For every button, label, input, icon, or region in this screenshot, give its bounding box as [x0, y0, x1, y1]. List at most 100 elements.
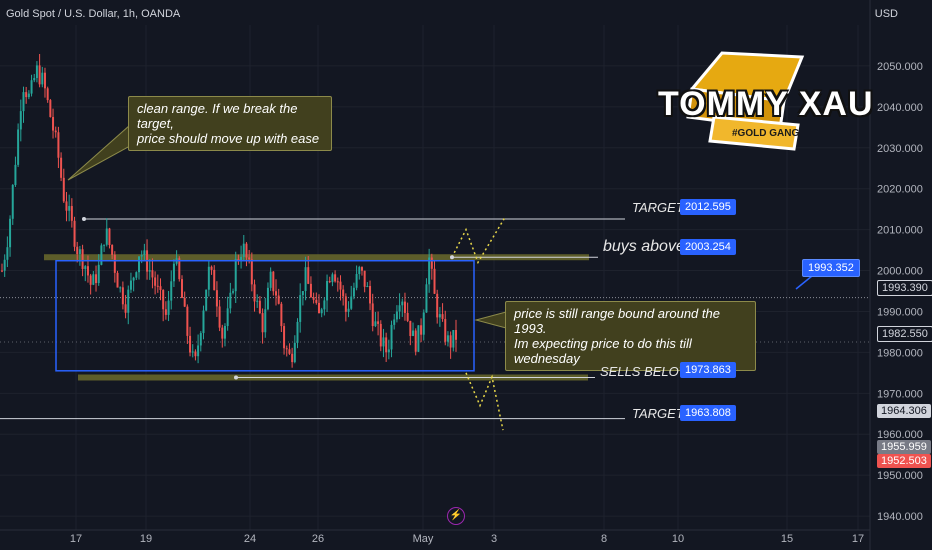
lightning-icon[interactable]: ⚡: [447, 507, 465, 525]
candle-body: [229, 292, 232, 309]
candle-body: [398, 305, 401, 312]
candle-body: [164, 309, 167, 315]
candle-body: [100, 245, 103, 265]
candle-body: [6, 247, 9, 260]
candle-body: [148, 270, 151, 272]
sells-below-label: SELLS BELOW: [600, 364, 692, 379]
candle-body: [116, 272, 119, 288]
candle-body: [387, 349, 390, 353]
candle-body: [317, 302, 320, 314]
candle-body: [438, 314, 441, 318]
buys-above-tag[interactable]: 2003.254: [680, 239, 736, 255]
range-box: [55, 259, 475, 372]
candle-body: [54, 130, 57, 133]
candle-body: [207, 266, 210, 290]
candle-body: [326, 281, 329, 301]
candle-body: [14, 164, 17, 185]
candle-body: [223, 326, 226, 339]
candle-body: [433, 268, 436, 294]
target-up-tag[interactable]: 2012.595: [680, 199, 736, 215]
sells-below-tag[interactable]: 1973.863: [680, 362, 736, 378]
brand-logo: TOMMY XAU #GOLD GANG: [652, 45, 873, 157]
candle-body: [248, 257, 251, 260]
logo-tagline: #GOLD GANG: [732, 128, 800, 139]
candle-body: [403, 301, 406, 313]
candle-body: [307, 267, 310, 284]
candle-body: [33, 78, 36, 81]
x-axis: 17 19 24 26 May 3 8 10 15 17: [0, 529, 870, 545]
callout-top[interactable]: clean range. If we break the target, pri…: [128, 96, 332, 151]
candle-body: [425, 284, 428, 313]
candle-body: [84, 266, 87, 269]
candle-body: [366, 285, 369, 287]
candle-body: [218, 306, 221, 328]
y-tick-label: 2040.000: [877, 102, 923, 114]
candle-body: [250, 259, 253, 285]
candle-body: [301, 291, 304, 296]
candle-body: [266, 287, 269, 310]
candle-body: [336, 281, 339, 283]
target-down-label: TARGET: [632, 406, 684, 421]
projected-path-down: [465, 372, 504, 431]
x-tick-label: 24: [244, 533, 256, 545]
y-tick-label: 1990.000: [877, 306, 923, 318]
candle-body: [156, 285, 159, 287]
candle-body: [291, 353, 294, 363]
candle-body: [269, 271, 272, 288]
y-tick-label: 1950.000: [877, 470, 923, 482]
candle-body: [95, 274, 98, 284]
candle-body: [57, 132, 60, 158]
y-tick-label: 2020.000: [877, 184, 923, 196]
candle-body: [242, 243, 245, 257]
candle-body: [151, 270, 154, 278]
candle-body: [178, 258, 181, 280]
x-tick-label: 10: [672, 533, 684, 545]
x-tick-label: 3: [491, 533, 497, 545]
candle-body: [285, 348, 288, 350]
symbol-title[interactable]: Gold Spot / U.S. Dollar, 1h, OANDA: [6, 8, 181, 20]
candle-body: [35, 65, 38, 79]
candle-body: [60, 157, 63, 178]
candle-body: [347, 308, 350, 312]
candle-body: [121, 287, 124, 305]
candle-body: [194, 351, 197, 357]
candle-body: [119, 287, 122, 289]
floating-price-tag[interactable]: 1993.352: [802, 259, 860, 277]
candle-body: [159, 286, 162, 291]
candle-body: [92, 274, 95, 285]
candle-body: [369, 285, 372, 304]
candle-body: [132, 277, 135, 281]
candle-body: [143, 250, 146, 256]
price-label-1964: 1964.306: [877, 404, 931, 418]
candle-body: [17, 129, 20, 165]
candle-body: [299, 295, 302, 322]
projected-path-up: [451, 216, 506, 265]
candle-body: [414, 330, 417, 352]
target-down-tag[interactable]: 1963.808: [680, 405, 736, 421]
candle-body: [358, 267, 361, 275]
candle-body: [232, 291, 235, 293]
candle-body: [138, 256, 141, 273]
candle-body: [27, 93, 30, 98]
candle-body: [197, 345, 200, 357]
candle-body: [256, 300, 259, 302]
candle-body: [444, 319, 447, 342]
x-tick-label: 17: [852, 533, 864, 545]
x-tick-label: 15: [781, 533, 793, 545]
y-tick-label: 1940.000: [877, 511, 923, 523]
candle-body: [240, 256, 243, 261]
y-axis: 2050.000 2040.000 2030.000 2020.000 2010.000…: [869, 0, 923, 550]
candle-body: [258, 300, 261, 314]
callout-right[interactable]: price is still range bound around the 19…: [505, 301, 756, 371]
candle-body: [105, 228, 108, 245]
candle-body: [140, 255, 143, 257]
candle-body: [186, 306, 189, 336]
candle-body: [261, 313, 264, 333]
candle-body: [390, 324, 393, 350]
y-tick-label: 1980.000: [877, 347, 923, 359]
price-label-1993: 1993.390: [877, 280, 932, 296]
candle-body: [342, 289, 345, 297]
candle-body: [344, 296, 347, 312]
candle-body: [449, 335, 452, 348]
candle-body: [355, 274, 358, 288]
